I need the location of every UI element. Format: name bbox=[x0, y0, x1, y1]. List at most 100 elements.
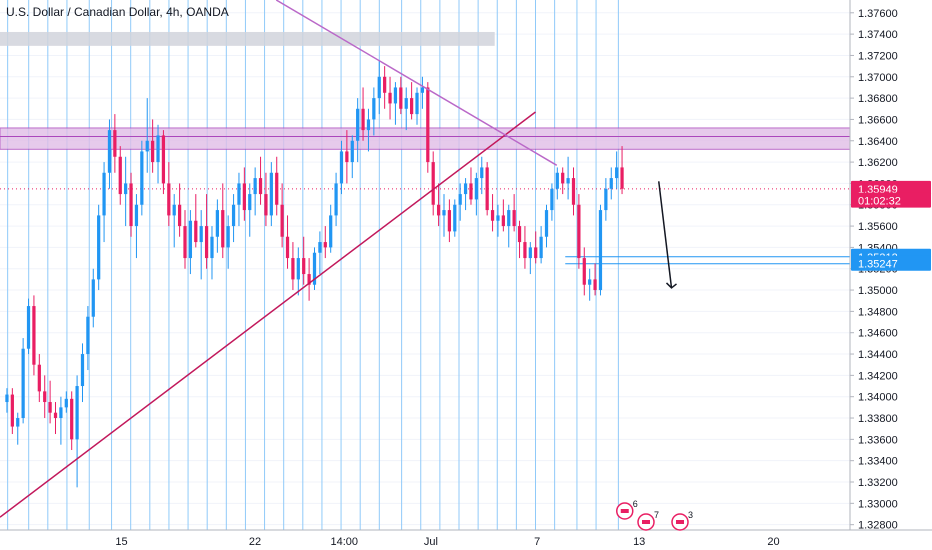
candle-body bbox=[372, 98, 376, 120]
candle-body bbox=[345, 151, 349, 163]
candle-body bbox=[561, 172, 565, 184]
candle-body bbox=[102, 172, 106, 216]
candle-body bbox=[26, 306, 31, 349]
candle-body bbox=[620, 167, 624, 189]
candle-body bbox=[296, 258, 300, 280]
y-tick-label: 1.37400 bbox=[858, 29, 898, 41]
candle-body bbox=[463, 183, 468, 195]
supply-zone-gray bbox=[0, 31, 495, 46]
candle-body bbox=[43, 391, 47, 403]
candle-body bbox=[534, 247, 538, 259]
candle-body bbox=[361, 108, 365, 131]
candle-body bbox=[447, 210, 452, 232]
candle-body bbox=[242, 183, 246, 211]
candle-body bbox=[248, 194, 252, 211]
candle-body bbox=[436, 204, 441, 216]
y-tick-label: 1.33000 bbox=[858, 498, 898, 510]
candle-body bbox=[571, 178, 576, 205]
candle-body bbox=[188, 220, 193, 259]
candle-body bbox=[275, 172, 279, 205]
candle-body bbox=[226, 226, 230, 248]
candle-body bbox=[59, 407, 63, 419]
candle-body bbox=[393, 87, 398, 104]
candle-layer bbox=[5, 60, 624, 488]
candle-body bbox=[204, 226, 209, 259]
candle-body bbox=[512, 210, 516, 227]
y-tick-label: 1.37000 bbox=[858, 72, 898, 84]
candle-body bbox=[113, 130, 117, 157]
candle-body bbox=[615, 167, 619, 179]
candle-body bbox=[124, 183, 128, 195]
y-tick-label: 1.32800 bbox=[858, 520, 898, 532]
y-tick-label: 1.33800 bbox=[858, 413, 898, 425]
candle-body bbox=[161, 135, 166, 184]
candle-body bbox=[97, 215, 101, 280]
candle-body bbox=[593, 279, 597, 291]
y-tick-label: 1.35000 bbox=[858, 285, 898, 297]
candle-body bbox=[285, 236, 290, 259]
candle-body bbox=[480, 167, 484, 179]
y-tick-label: 1.34600 bbox=[858, 328, 898, 340]
grid-layer bbox=[0, 0, 850, 530]
uptrend-line[interactable] bbox=[0, 111, 536, 518]
candle-body bbox=[501, 215, 505, 227]
candle-body bbox=[490, 210, 495, 221]
y-tick-label: 1.33200 bbox=[858, 477, 898, 489]
candle-body bbox=[442, 210, 446, 216]
y-tick-label: 1.37200 bbox=[858, 50, 898, 62]
y-tick-label: 1.34000 bbox=[858, 392, 898, 404]
drawing-layer bbox=[0, 0, 677, 518]
candle-body bbox=[156, 135, 160, 163]
candle-body bbox=[194, 220, 198, 243]
candle-body bbox=[199, 226, 203, 243]
candle-body bbox=[517, 226, 522, 243]
candle-body bbox=[80, 354, 85, 387]
y-tick-label: 1.36600 bbox=[858, 114, 898, 126]
candle-body bbox=[16, 418, 20, 427]
candle-body bbox=[177, 204, 182, 227]
x-tick-label: 14:00 bbox=[330, 536, 358, 548]
candle-body bbox=[134, 204, 139, 227]
candle-body bbox=[598, 210, 603, 291]
projection-arrow[interactable] bbox=[658, 181, 673, 289]
candle-body bbox=[258, 178, 263, 195]
candle-body bbox=[420, 87, 425, 93]
candle-body bbox=[70, 398, 74, 440]
candle-body bbox=[339, 151, 344, 184]
candle-body bbox=[544, 210, 549, 237]
candle-body bbox=[329, 215, 333, 248]
downtrend-line[interactable] bbox=[275, 0, 558, 166]
calendar-events-layer: 6 7 3 bbox=[616, 499, 693, 531]
y-tick-label: 1.33400 bbox=[858, 456, 898, 468]
candle-body bbox=[10, 394, 14, 427]
candle-body bbox=[485, 167, 489, 211]
candle-body bbox=[302, 258, 306, 275]
countdown-badge-bg bbox=[851, 192, 931, 208]
candle-body bbox=[107, 130, 112, 173]
flag-icon bbox=[676, 520, 684, 524]
candle-body bbox=[356, 108, 360, 141]
candle-body bbox=[431, 162, 435, 205]
candle-body bbox=[609, 178, 613, 189]
candle-body bbox=[264, 194, 268, 216]
candle-body bbox=[32, 306, 36, 365]
y-tick-label: 1.34400 bbox=[858, 349, 898, 361]
candle-body bbox=[53, 412, 58, 419]
candle-body bbox=[91, 279, 95, 317]
candle-body bbox=[210, 236, 214, 259]
x-tick-label: 15 bbox=[115, 536, 127, 548]
candle-body bbox=[604, 188, 608, 211]
countdown-badge: 01:02:32 bbox=[858, 196, 901, 208]
candle-body bbox=[64, 398, 68, 408]
chart-title: U.S. Dollar / Canadian Dollar, 4h, OANDA bbox=[6, 5, 229, 19]
event-count: 6 bbox=[633, 499, 638, 509]
candle-body bbox=[458, 194, 462, 205]
candle-body bbox=[528, 247, 532, 259]
candle-body bbox=[566, 178, 570, 184]
candle-body bbox=[183, 226, 187, 259]
